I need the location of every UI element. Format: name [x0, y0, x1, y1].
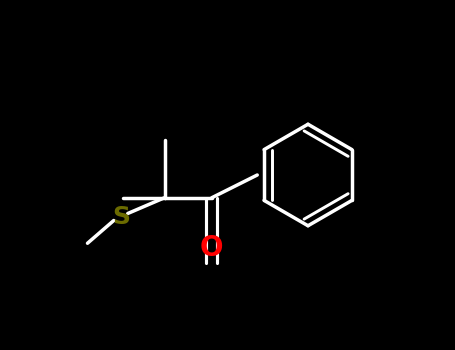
Text: S: S [112, 205, 130, 229]
Text: O: O [200, 234, 223, 262]
